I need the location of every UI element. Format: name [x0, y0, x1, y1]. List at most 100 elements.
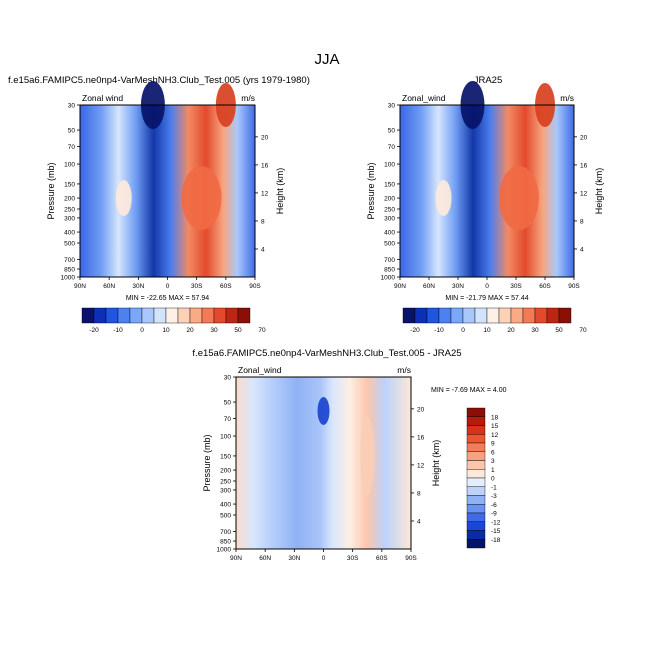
colorbar-swatch [402, 307, 416, 324]
y-tick-label: 500 [384, 241, 395, 248]
y-tick-label: 30 [224, 375, 232, 382]
colorbar-swatch [466, 530, 486, 540]
colorbar-label: 50 [234, 327, 242, 334]
colorbar-swatch [426, 307, 440, 324]
y-tick-label: 850 [384, 267, 395, 274]
height-tick-label: 4 [261, 246, 265, 253]
panel-title: f.e15a6.FAMIPC5.ne0np4-VarMeshNH3.Club_T… [8, 75, 310, 86]
colorbar-label: 3 [491, 458, 495, 465]
y-tick-label: 1000 [61, 275, 76, 282]
y-tick-label: 850 [64, 267, 75, 274]
y-tick-label: 700 [64, 257, 75, 264]
y-tick-label: 300 [64, 215, 75, 222]
y-tick-label: 700 [384, 257, 395, 264]
colorbar-swatch [466, 512, 486, 522]
colorbar-swatch [414, 307, 428, 324]
colorbar-swatch [225, 307, 239, 324]
feature-subtropical-westerly-jet [498, 166, 539, 231]
x-tick-label: 60S [376, 555, 388, 562]
colorbar-label: -6 [491, 502, 497, 509]
x-tick-label: 90N [74, 283, 86, 290]
colorbar-label: 70 [258, 327, 266, 334]
colorbar-label: 0 [491, 476, 495, 483]
colorbar-label: 30 [531, 327, 539, 334]
height-axis-title: Height (km) [431, 440, 441, 487]
colorbar-label: -15 [491, 528, 501, 535]
colorbar-swatch [466, 451, 486, 461]
plot-field [80, 105, 255, 277]
colorbar-swatch [466, 477, 486, 487]
colorbar-swatch [522, 307, 536, 324]
colorbar-swatch [466, 407, 486, 417]
colorbar-label: 50 [555, 327, 563, 334]
colorbar-label: -3 [491, 493, 497, 500]
colorbar-label: 20 [507, 327, 515, 334]
chart-panel-1: f.e15a6.FAMIPC5.ne0np4-VarMeshNH3.Club_T… [8, 75, 310, 334]
colorbar-label: 20 [186, 327, 194, 334]
colorbar-swatch [438, 307, 452, 324]
y-axis-title: Pressure (mb) [46, 162, 56, 219]
colorbar-label: 30 [210, 327, 218, 334]
chart-panel-3: f.e15a6.FAMIPC5.ne0np4-VarMeshNH3.Club_T… [192, 348, 506, 562]
colorbar-swatch [466, 521, 486, 531]
colorbar-swatch [81, 307, 95, 324]
colorbar-label: 12 [491, 432, 499, 439]
colorbar-swatch [510, 307, 524, 324]
plot-field [400, 105, 574, 277]
y-tick-label: 700 [220, 529, 231, 536]
y-tick-label: 70 [224, 416, 232, 423]
variable-label: Zonal wind [82, 93, 123, 103]
y-tick-label: 200 [384, 196, 395, 203]
height-tick-label: 12 [417, 462, 425, 469]
y-tick-label: 300 [384, 215, 395, 222]
x-tick-label: 90S [249, 283, 261, 290]
y-tick-label: 1000 [381, 275, 396, 282]
colorbar-label: -10 [434, 327, 444, 334]
colorbar-label: -18 [491, 537, 501, 544]
y-tick-label: 30 [68, 103, 76, 110]
colorbar-swatch [474, 307, 488, 324]
y-tick-label: 100 [64, 162, 75, 169]
colorbar-swatch [534, 307, 548, 324]
height-tick-label: 20 [417, 406, 425, 413]
height-axis-title: Height (km) [275, 168, 285, 215]
height-tick-label: 16 [261, 162, 269, 169]
height-tick-label: 20 [261, 134, 269, 141]
colorbar: 18 15 12 96 3 1 0-1 -3 -6 -9-12 -15 -18 [466, 407, 501, 549]
x-tick-label: 90S [405, 555, 417, 562]
colorbar-swatch [466, 495, 486, 505]
colorbar-swatch [177, 307, 191, 324]
colorbar-swatch [93, 307, 107, 324]
y-tick-label: 400 [384, 230, 395, 237]
colorbar: -20 -10 0 10 20 30 50 70 [81, 307, 266, 334]
colorbar-swatch [450, 307, 464, 324]
y-tick-label: 150 [384, 181, 395, 188]
x-tick-label: 60N [423, 283, 435, 290]
colorbar-swatch [466, 504, 486, 514]
y-tick-label: 50 [388, 128, 396, 135]
colorbar-label: -12 [491, 519, 501, 526]
y-tick-label: 300 [220, 487, 231, 494]
y-tick-label: 200 [220, 468, 231, 475]
colorbar-swatch [213, 307, 227, 324]
height-tick-label: 8 [261, 218, 265, 225]
colorbar-label: -9 [491, 511, 497, 518]
y-tick-label: 50 [224, 400, 232, 407]
minmax-label: MIN = -21.79 MAX = 57.44 [445, 295, 528, 302]
colorbar-swatch [201, 307, 215, 324]
height-tick-label: 4 [417, 518, 421, 525]
feature-NH-westerly [115, 180, 132, 217]
y-tick-label: 250 [64, 207, 75, 214]
x-tick-label: 60S [539, 283, 551, 290]
colorbar-swatch [466, 486, 486, 496]
x-tick-label: 90N [230, 555, 242, 562]
x-tick-label: 60S [220, 283, 232, 290]
colorbar-label: 0 [140, 327, 144, 334]
y-tick-label: 100 [384, 162, 395, 169]
y-tick-label: 1000 [217, 547, 232, 554]
y-tick-label: 70 [388, 144, 396, 151]
colorbar-swatch [237, 307, 251, 324]
colorbar-label: 1 [491, 467, 495, 474]
